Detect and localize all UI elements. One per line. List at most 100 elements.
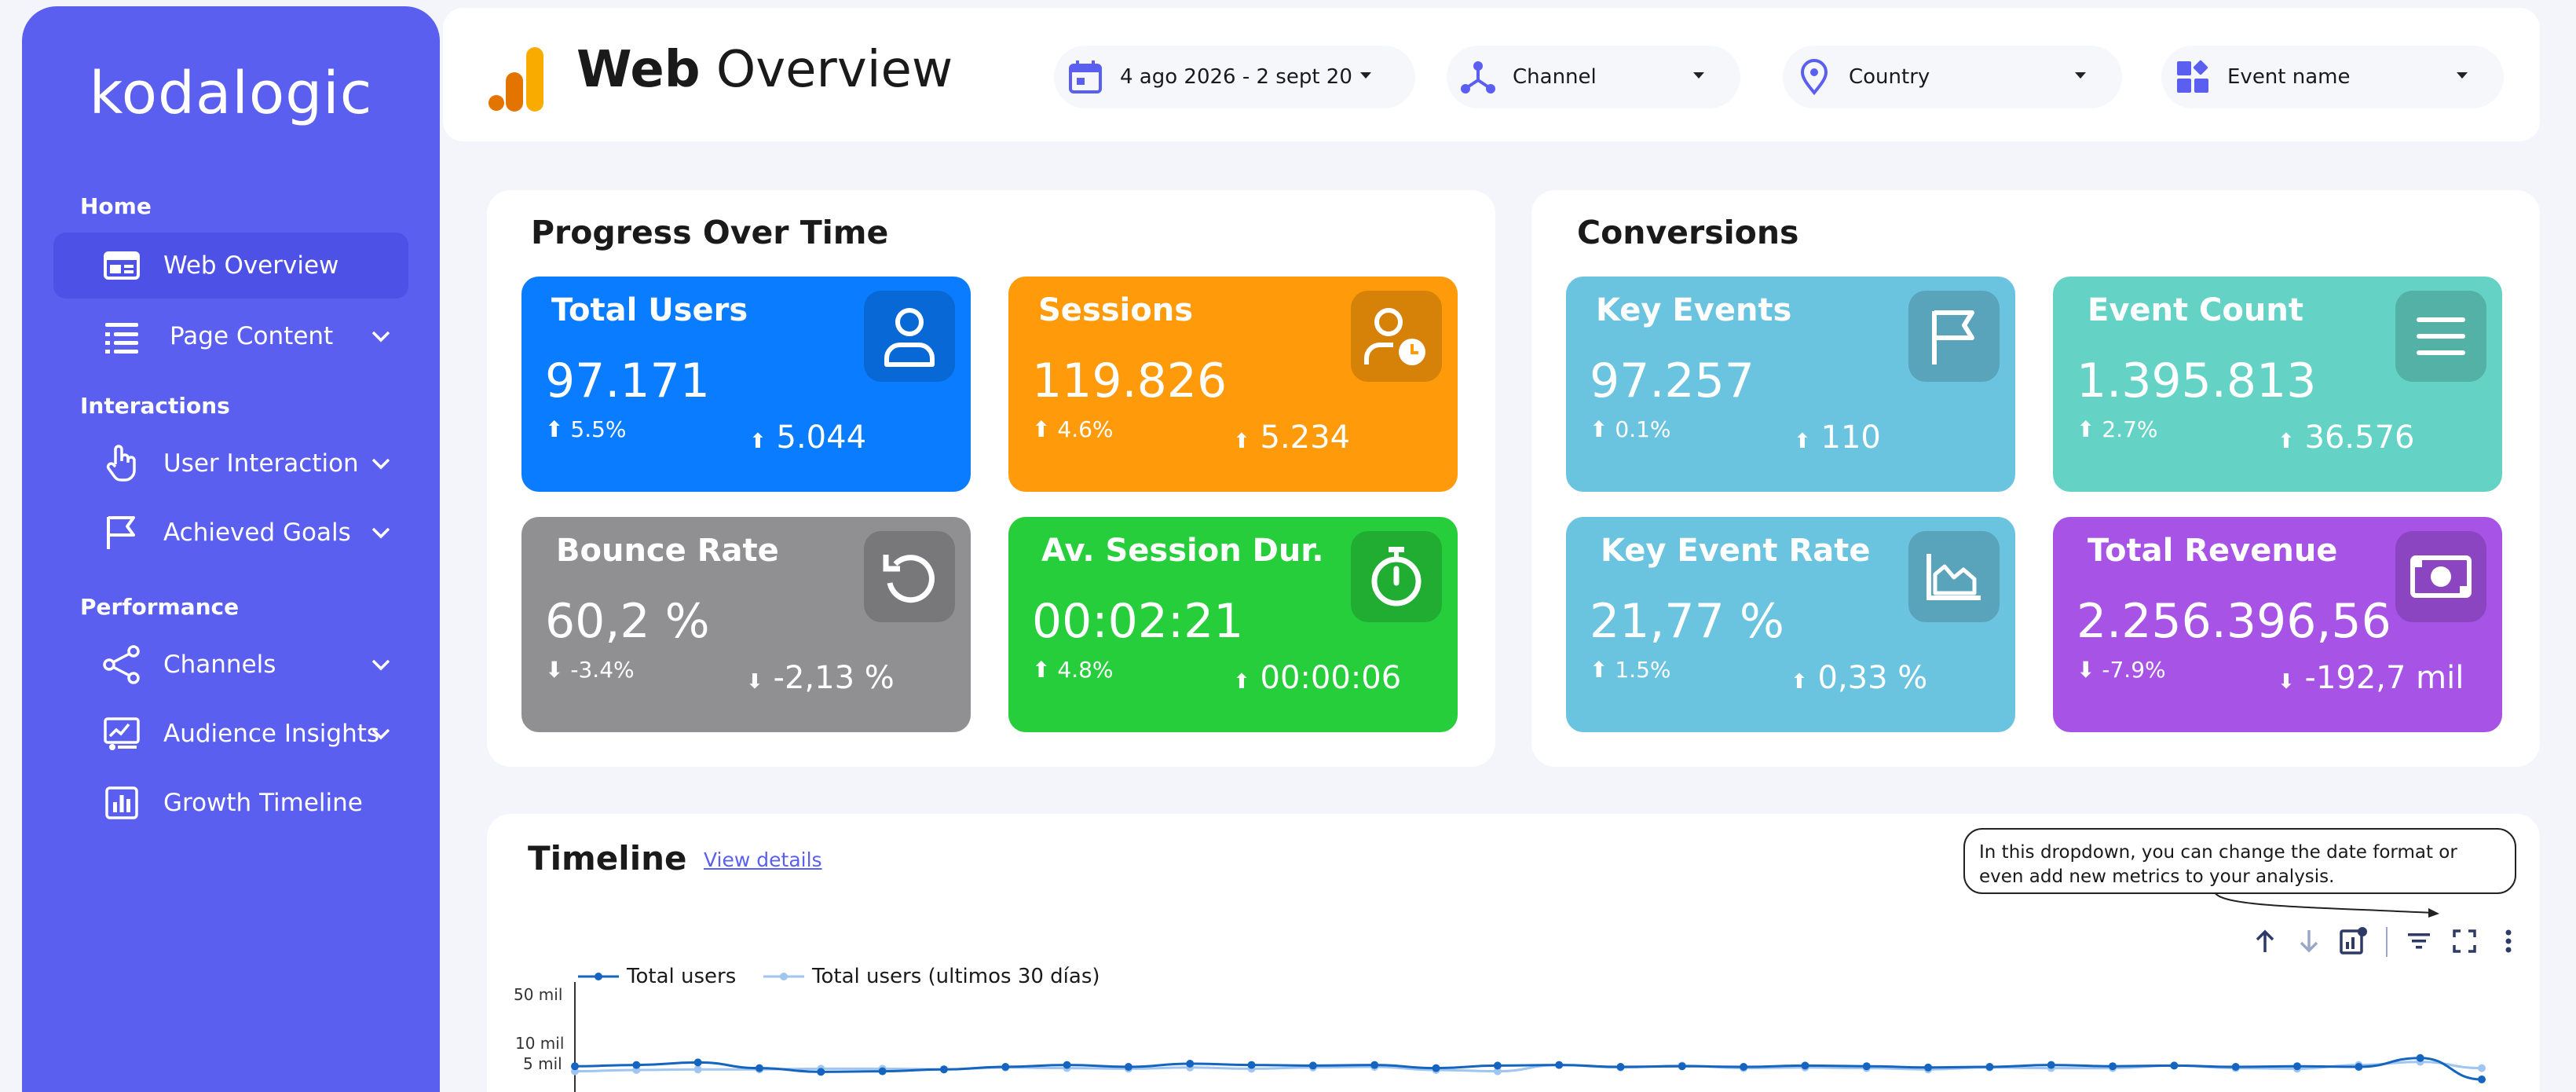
kpi-card-sessions[interactable]: Sessions 119.826 ⬆ 4.6% ⬆ 5.234 [1008, 277, 1458, 492]
event-name-filter[interactable]: Event name [2161, 46, 2504, 108]
tooltip-pointer [2214, 892, 2439, 918]
data-point[interactable] [2170, 1061, 2179, 1070]
sidebar-item-audience-insights[interactable]: Audience Insights [53, 701, 408, 767]
legend-item-total-users[interactable]: Total users [575, 965, 736, 988]
filter-icon[interactable] [2403, 925, 2435, 957]
kpi-percent: ⬇ -7.9% [2077, 657, 2166, 683]
kpi-card-key-events[interactable]: Key Events 97.257 ⬆ 0.1% ⬆ 110 [1566, 277, 2015, 492]
more-vertical-icon[interactable] [2493, 925, 2524, 957]
kpi-value: 97.171 [545, 354, 710, 409]
sidebar: kodalogic Home Web Overview Page Content… [22, 6, 440, 1092]
data-point[interactable] [2109, 1062, 2117, 1071]
data-point[interactable] [878, 1067, 887, 1076]
channel-nodes-icon [1461, 61, 1495, 93]
data-point[interactable] [817, 1068, 825, 1076]
kpi-delta-text: 00:00:06 [1260, 660, 1402, 696]
chevron-down-icon[interactable] [369, 653, 393, 676]
progress-panel: Progress Over Time Total Users 97.171 ⬆ … [487, 190, 1495, 767]
sort-descending-icon[interactable] [2293, 925, 2325, 957]
data-point[interactable] [1063, 1061, 1071, 1069]
kpi-card-total-revenue[interactable]: Total Revenue 2.256.396,56 ⬇ -7.9% ⬇ -19… [2053, 517, 2502, 732]
data-point[interactable] [2478, 1076, 2486, 1083]
data-point[interactable] [1801, 1061, 1809, 1070]
sidebar-item-label: User Interaction [163, 449, 359, 478]
kpi-card-key-event-rate[interactable]: Key Event Rate 21,77 % ⬆ 1.5% ⬆ 0,33 % [1566, 517, 2015, 732]
data-point[interactable] [1740, 1063, 1748, 1071]
kpi-percent: ⬇ -3.4% [545, 657, 635, 683]
data-point[interactable] [1493, 1067, 1502, 1076]
page-title-rest: Overview [715, 41, 953, 99]
chevron-down-icon[interactable] [369, 521, 393, 544]
data-point[interactable] [2355, 1063, 2363, 1071]
data-point[interactable] [632, 1061, 641, 1069]
legend-item-total-users-30d[interactable]: Total users (ultimos 30 días) [760, 965, 1100, 988]
data-point[interactable] [1555, 1061, 1564, 1069]
chart-settings-icon[interactable] [2337, 925, 2369, 957]
data-point[interactable] [1308, 1061, 1317, 1070]
data-point[interactable] [2047, 1061, 2055, 1069]
chevron-down-icon[interactable] [369, 452, 393, 475]
sidebar-item-growth-timeline[interactable]: Growth Timeline [53, 770, 408, 836]
kpi-card-bounce-rate[interactable]: Bounce Rate 60,2 % ⬇ -3.4% ⬇ -2,13 % [521, 517, 971, 732]
data-point[interactable] [1678, 1062, 1686, 1071]
fullscreen-icon[interactable] [2449, 925, 2480, 957]
tooltip-note: In this dropdown, you can change the dat… [1963, 828, 2516, 894]
data-point[interactable] [1616, 1063, 1625, 1071]
data-point[interactable] [1432, 1064, 1440, 1072]
kpi-percent: ⬆ 0.1% [1590, 416, 1671, 442]
channel-filter[interactable]: Channel [1447, 46, 1740, 108]
sidebar-item-web-overview[interactable]: Web Overview [53, 233, 408, 299]
kpi-delta: ⬆ 5.044 [749, 420, 866, 456]
progress-title: Progress Over Time [531, 214, 889, 251]
menu-icon [2395, 291, 2486, 382]
data-point[interactable] [693, 1058, 702, 1067]
user-clock-icon [1351, 291, 1442, 382]
kpi-percent-text: 2.7% [2102, 416, 2158, 442]
data-point[interactable] [755, 1064, 763, 1072]
bar-chart-icon [105, 786, 138, 819]
timeline-line-chart[interactable] [565, 974, 2497, 1092]
conversions-panel: Conversions Key Events 97.257 ⬆ 0.1% ⬆ 1… [1531, 190, 2540, 767]
kpi-title: Key Event Rate [1601, 533, 1871, 569]
data-point[interactable] [1370, 1061, 1379, 1069]
data-point[interactable] [1924, 1063, 1933, 1072]
data-point[interactable] [693, 1065, 702, 1074]
data-point[interactable] [1493, 1061, 1502, 1070]
data-point[interactable] [1001, 1063, 1010, 1071]
kpi-title: Bounce Rate [556, 533, 779, 569]
chevron-down-icon[interactable] [369, 324, 393, 348]
data-point[interactable] [2478, 1064, 2486, 1072]
data-point[interactable] [1124, 1063, 1132, 1071]
sidebar-item-achieved-goals[interactable]: Achieved Goals [53, 500, 408, 566]
chevron-down-icon[interactable] [369, 722, 393, 746]
arrow-down-icon: ⬇ [545, 657, 564, 683]
data-point[interactable] [939, 1065, 948, 1074]
date-range-filter[interactable]: 4 ago 2026 - 2 sept 20 [1054, 46, 1415, 108]
view-details-link[interactable]: View details [704, 848, 822, 871]
arrow-up-icon: ⬆ [1032, 416, 1051, 442]
kpi-card-total-users[interactable]: Total Users 97.171 ⬆ 5.5% ⬆ 5.044 [521, 277, 971, 492]
sort-ascending-icon[interactable] [2249, 925, 2281, 957]
sidebar-item-user-interaction[interactable]: User Interaction [53, 431, 408, 497]
kpi-card-session-duration[interactable]: Av. Session Dur. 00:02:21 ⬆ 4.8% ⬆ 00:00… [1008, 517, 1458, 732]
stopwatch-icon [1351, 531, 1442, 622]
kpi-card-event-count[interactable]: Event Count 1.395.813 ⬆ 2.7% ⬆ 36.576 [2053, 277, 2502, 492]
kpi-delta-text: 36.576 [2304, 420, 2415, 456]
data-point[interactable] [1247, 1061, 1256, 1069]
data-point[interactable] [1186, 1060, 1195, 1068]
kpi-percent-text: -3.4% [570, 657, 635, 683]
calendar-icon [1069, 60, 1102, 93]
country-filter[interactable]: Country [1783, 46, 2122, 108]
data-point[interactable] [1862, 1062, 1871, 1071]
kpi-percent: ⬆ 4.8% [1032, 657, 1114, 683]
kpi-percent-text: 5.5% [570, 416, 627, 442]
sidebar-item-channels[interactable]: Channels [53, 632, 408, 698]
data-point[interactable] [1985, 1063, 1994, 1071]
data-point[interactable] [2231, 1063, 2240, 1071]
kpi-percent-text: -7.9% [2102, 657, 2166, 683]
data-point[interactable] [2416, 1054, 2424, 1062]
data-point[interactable] [571, 1062, 579, 1071]
sidebar-item-page-content[interactable]: Page Content [53, 303, 408, 369]
data-point[interactable] [2293, 1062, 2302, 1071]
arrow-up-icon: ⬆ [1233, 430, 1250, 453]
